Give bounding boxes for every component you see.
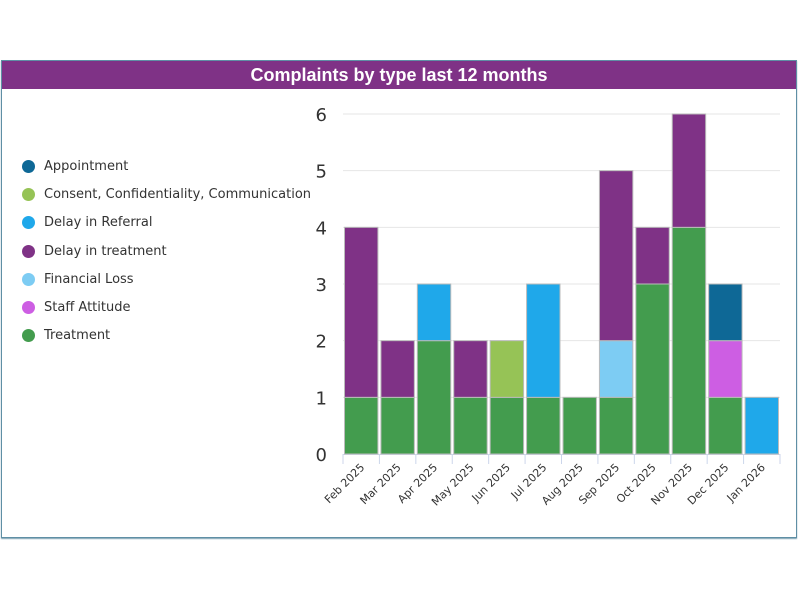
bar-segment[interactable] bbox=[671, 226, 707, 455]
legend-item[interactable]: Appointment bbox=[22, 152, 311, 180]
chart-title: Complaints by type last 12 months bbox=[2, 61, 796, 89]
legend-item[interactable]: Staff Attitude bbox=[22, 293, 311, 321]
legend-label: Delay in Referral bbox=[44, 215, 153, 231]
bar-segment[interactable] bbox=[489, 396, 525, 455]
bar-segment[interactable] bbox=[598, 340, 634, 398]
chart-legend: Appointment Consent, Confidentiality, Com… bbox=[22, 152, 311, 350]
bar-segment[interactable] bbox=[562, 396, 597, 455]
x-tick-label: Jun 2025 bbox=[469, 461, 513, 505]
bar-segment[interactable] bbox=[489, 340, 525, 398]
bar-segment[interactable] bbox=[380, 340, 415, 398]
legend-marker-icon bbox=[22, 329, 35, 343]
bar-segment[interactable] bbox=[598, 170, 634, 342]
legend-item[interactable]: Delay in Referral bbox=[22, 209, 311, 237]
bar-segment[interactable] bbox=[526, 396, 561, 455]
bar-segment[interactable] bbox=[453, 340, 488, 398]
legend-item[interactable]: Treatment bbox=[22, 322, 311, 350]
legend-label: Appointment bbox=[44, 158, 129, 174]
bar-segment[interactable] bbox=[526, 283, 561, 398]
bar-segment[interactable] bbox=[453, 396, 488, 455]
bar-segment[interactable] bbox=[708, 283, 743, 342]
legend-marker-icon bbox=[22, 272, 35, 286]
bar-segment[interactable] bbox=[416, 340, 452, 455]
bar-segment[interactable] bbox=[416, 283, 452, 342]
legend-item[interactable]: Financial Loss bbox=[22, 265, 311, 293]
bar-segment[interactable] bbox=[635, 283, 670, 455]
bar-segment[interactable] bbox=[744, 396, 779, 455]
legend-marker-icon bbox=[22, 244, 35, 258]
bar-segment[interactable] bbox=[708, 396, 743, 455]
legend-marker-icon bbox=[22, 216, 35, 230]
legend-label: Financial Loss bbox=[44, 271, 134, 287]
legend-marker-icon bbox=[22, 187, 35, 201]
bar-segment[interactable] bbox=[344, 396, 379, 455]
bar-segment[interactable] bbox=[598, 396, 634, 455]
bar-segment[interactable] bbox=[671, 113, 707, 228]
legend-marker-icon bbox=[22, 301, 35, 315]
legend-item[interactable]: Delay in treatment bbox=[22, 237, 311, 265]
legend-label: Consent, Confidentiality, Communication bbox=[44, 186, 312, 202]
y-tick-label: 6 bbox=[316, 105, 327, 126]
legend-label: Staff Attitude bbox=[44, 300, 131, 316]
legend-marker-icon bbox=[22, 159, 35, 173]
legend-item[interactable]: Consent, Confidentiality, Communication bbox=[22, 180, 311, 208]
y-tick-label: 2 bbox=[316, 332, 327, 353]
legend-label: Delay in treatment bbox=[44, 243, 167, 259]
y-tick-label: 0 bbox=[316, 445, 327, 466]
bar-segment[interactable] bbox=[635, 226, 670, 285]
y-tick-label: 1 bbox=[316, 388, 327, 409]
bar-segment[interactable] bbox=[344, 226, 379, 398]
bar-segment[interactable] bbox=[380, 396, 415, 455]
bar-segment[interactable] bbox=[708, 340, 743, 398]
legend-label: Treatment bbox=[44, 328, 111, 344]
y-tick-label: 5 bbox=[316, 162, 327, 183]
y-tick-label: 3 bbox=[316, 275, 327, 296]
x-tick-label: Jan 2026 bbox=[724, 461, 768, 505]
y-tick-label: 4 bbox=[316, 218, 327, 239]
